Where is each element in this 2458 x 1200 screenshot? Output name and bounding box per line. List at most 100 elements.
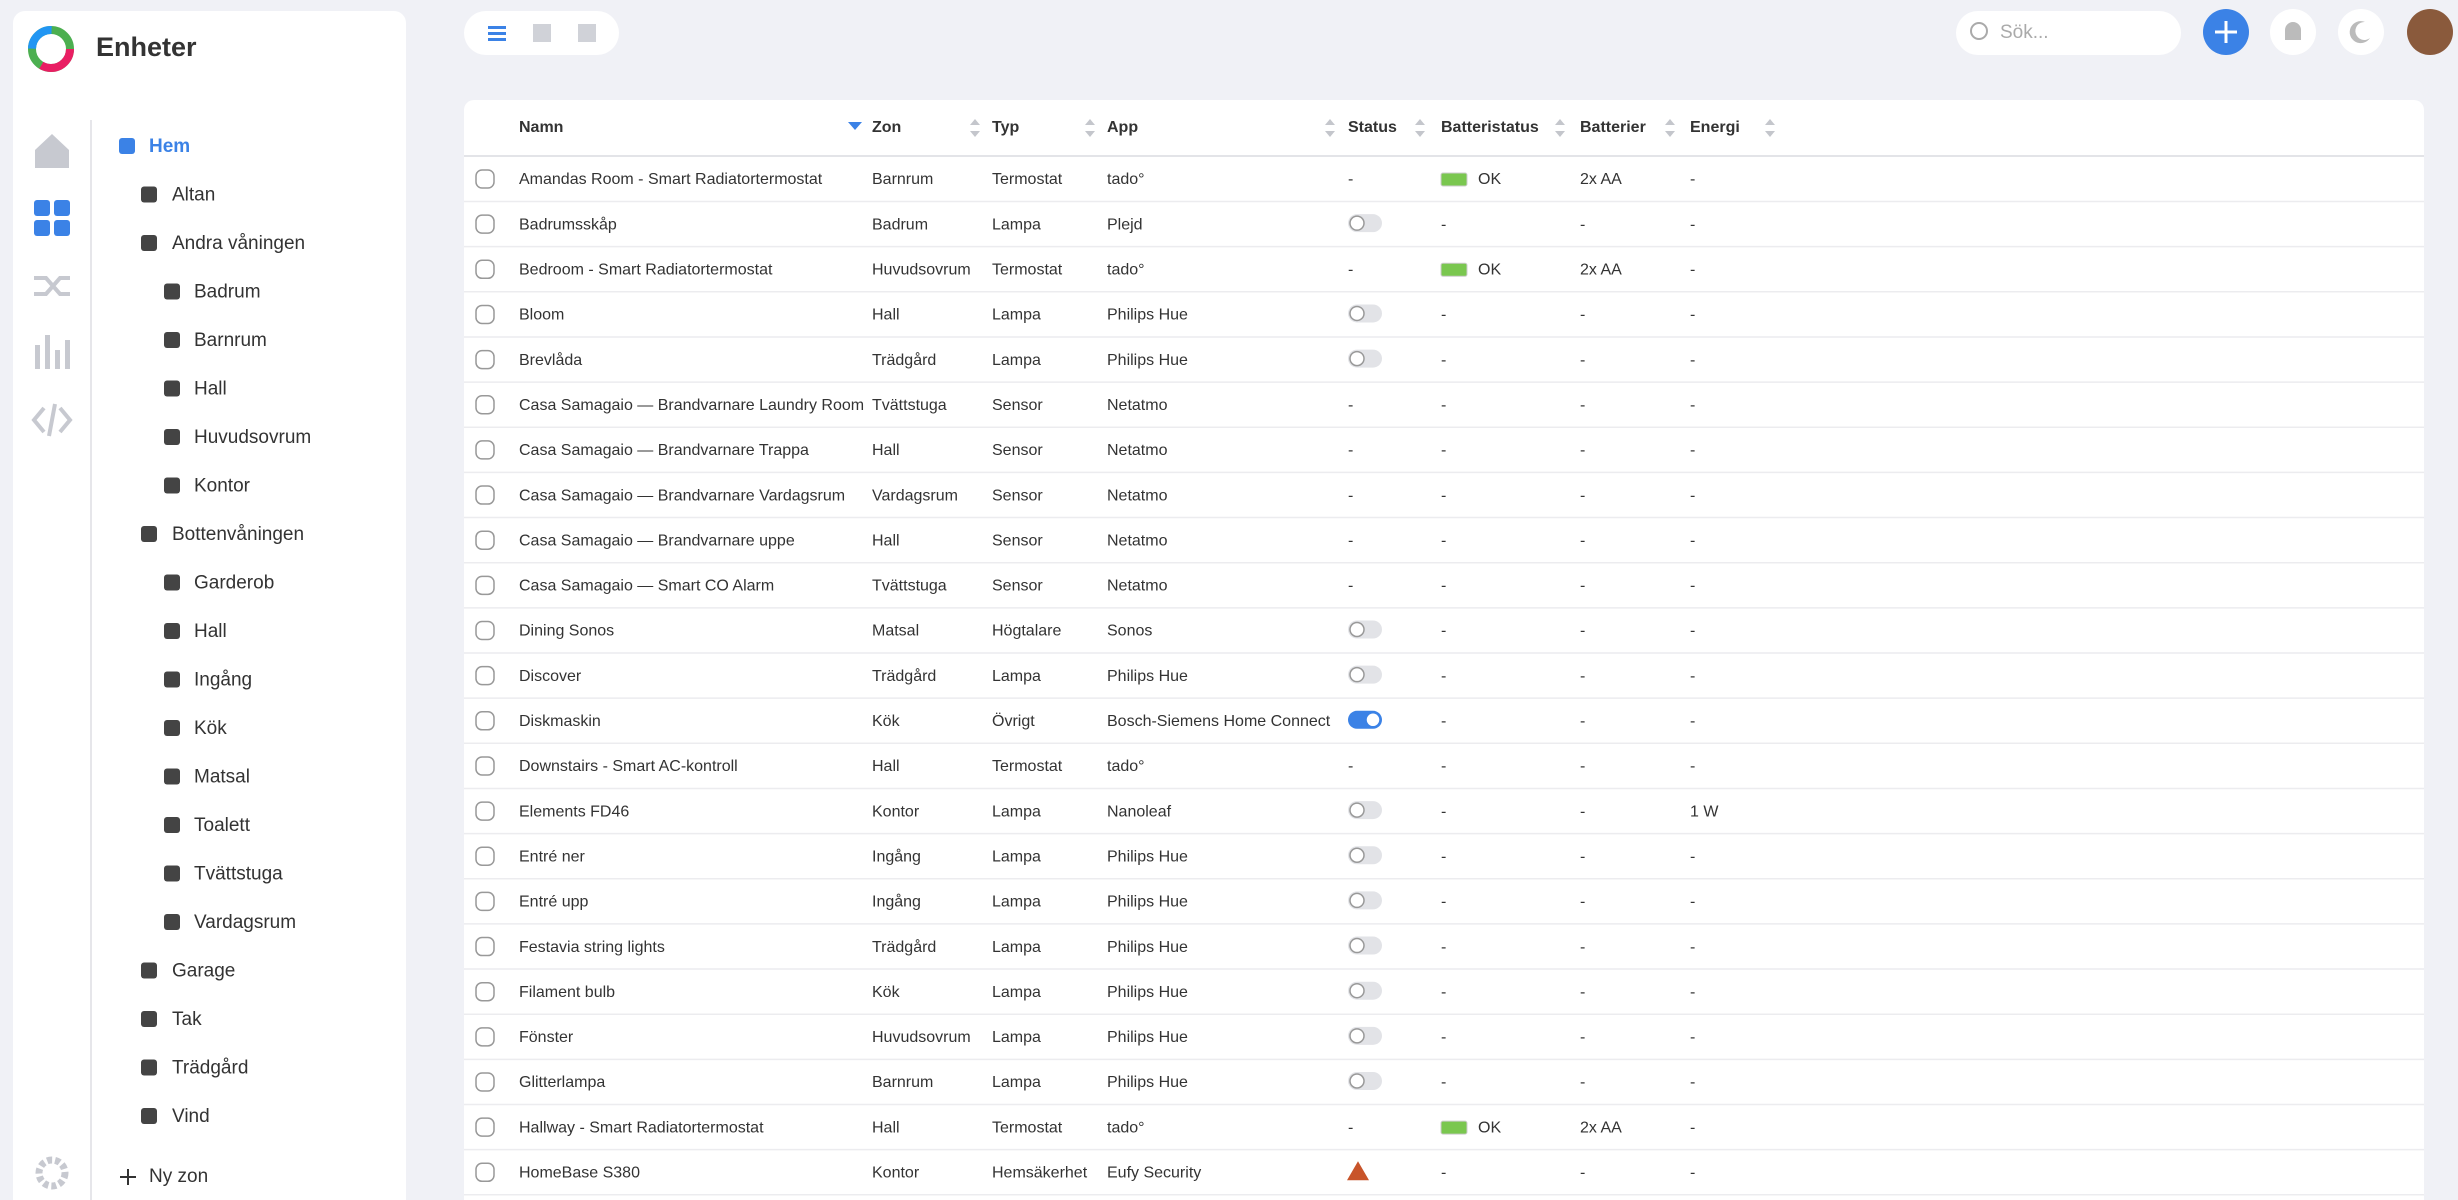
device-name[interactable]: Glitterlampa — [519, 1074, 605, 1091]
device-name[interactable]: Discover — [519, 668, 582, 685]
column-header[interactable]: Zon — [872, 119, 901, 136]
column-header[interactable]: Batterier — [1580, 119, 1646, 136]
device-name[interactable]: Entré ner — [519, 848, 585, 865]
theme-button[interactable] — [2338, 9, 2384, 55]
zone-item[interactable]: Toalett — [194, 815, 251, 836]
device-name[interactable]: Bedroom - Smart Radiatortermostat — [519, 262, 773, 279]
column-header[interactable]: Namn — [519, 119, 563, 136]
cell: - — [1441, 984, 1446, 1001]
nav-insights[interactable] — [35, 335, 70, 369]
device-name[interactable]: Casa Samagaio — Brandvarnare Trappa — [519, 442, 809, 459]
avatar[interactable] — [2407, 9, 2453, 55]
cell: Netatmo — [1107, 532, 1168, 549]
cell: Barnrum — [872, 1074, 933, 1091]
device-icon — [475, 711, 495, 731]
view-grid[interactable] — [533, 24, 551, 42]
cell: Ingång — [872, 847, 921, 865]
toggle-knob — [1365, 712, 1381, 728]
warning-icon — [1347, 1161, 1369, 1181]
device-name[interactable]: Filament bulb — [519, 984, 615, 1001]
nav-home[interactable] — [35, 134, 69, 168]
zone-item[interactable]: Bottenvåningen — [172, 524, 304, 545]
column-header[interactable]: App — [1107, 119, 1138, 136]
zone-item[interactable]: Ingång — [194, 670, 252, 691]
nav-devices[interactable] — [34, 200, 70, 236]
device-name[interactable]: Amandas Room - Smart Radiatortermostat — [519, 171, 823, 188]
cell: - — [1441, 939, 1446, 956]
zone-icon — [164, 817, 180, 833]
view-tiles[interactable] — [578, 24, 596, 42]
zone-item[interactable]: Kök — [194, 718, 227, 739]
cell: - — [1441, 803, 1446, 820]
toggle-knob — [1349, 847, 1365, 863]
device-name[interactable]: Casa Samagaio — Brandvarnare Laundry Roo… — [519, 397, 864, 414]
cell: - — [1441, 623, 1446, 640]
device-name[interactable]: Bloom — [519, 307, 564, 324]
zone-item[interactable]: Vind — [172, 1106, 210, 1127]
device-name[interactable]: Casa Samagaio — Smart CO Alarm — [519, 578, 774, 595]
zone-item[interactable]: Kontor — [194, 476, 251, 497]
cell: Övrigt — [992, 712, 1035, 730]
zone-item[interactable]: Badrum — [194, 282, 261, 303]
sort-active — [848, 122, 862, 130]
sort-icon — [1325, 119, 1335, 137]
column-header[interactable]: Energi — [1690, 119, 1740, 136]
cell: - — [1580, 442, 1585, 459]
zone-item[interactable]: Matsal — [194, 767, 250, 788]
device-name[interactable]: Fönster — [519, 1029, 574, 1046]
zone-item[interactable]: Vardagsrum — [194, 912, 296, 933]
toggle-knob — [1349, 802, 1365, 818]
device-icon — [475, 846, 495, 866]
device-name[interactable]: Hallway - Smart Radiatortermostat — [519, 1119, 764, 1136]
device-name[interactable]: Entré upp — [519, 894, 588, 911]
zone-item[interactable]: Tvättstuga — [194, 864, 283, 885]
zone-item[interactable]: Hall — [194, 379, 227, 400]
column-header[interactable]: Typ — [992, 119, 1019, 136]
zone-item[interactable]: Andra våningen — [172, 233, 305, 254]
device-name[interactable]: Festavia string lights — [519, 939, 665, 956]
sort-icon — [1415, 119, 1425, 137]
view-list[interactable] — [488, 26, 506, 41]
device-name[interactable]: Casa Samagaio — Brandvarnare uppe — [519, 532, 795, 549]
logo-part — [28, 26, 74, 72]
cell: Termostat — [992, 1119, 1063, 1136]
toggle-knob — [1349, 937, 1365, 954]
device-name[interactable]: Brevlåda — [519, 351, 582, 369]
cell: Lampa — [992, 1074, 1041, 1091]
cell: - — [1580, 1165, 1585, 1182]
nav-developer[interactable] — [31, 403, 73, 437]
zone-item[interactable]: Hem — [149, 136, 190, 157]
device-name[interactable]: Dining Sonos — [519, 623, 614, 640]
battery-icon — [1440, 172, 1468, 187]
device-name[interactable]: HomeBase S380 — [519, 1165, 640, 1182]
device-name[interactable]: Elements FD46 — [519, 803, 629, 820]
device-icon — [475, 1162, 495, 1183]
zone-item[interactable]: Barnrum — [194, 330, 267, 351]
search-placeholder: Sök... — [2000, 22, 2049, 43]
device-name[interactable]: Diskmaskin — [519, 713, 601, 730]
zone-item[interactable]: Altan — [172, 185, 215, 206]
search-box[interactable] — [1956, 11, 2181, 55]
column-header[interactable]: Status — [1348, 119, 1397, 136]
zone-item[interactable]: Tak — [172, 1009, 202, 1030]
new-zone[interactable]: Ny zon — [149, 1166, 208, 1187]
cell: Philips Hue — [1107, 894, 1188, 911]
cell: - — [1580, 578, 1585, 595]
zone-item[interactable]: Garage — [172, 961, 235, 982]
zone-item[interactable]: Garderob — [194, 573, 274, 594]
device-name[interactable]: Casa Samagaio — Brandvarnare Vardagsrum — [519, 487, 845, 504]
device-name[interactable]: Badrumsskåp — [519, 215, 617, 233]
device-icon — [475, 395, 495, 415]
cell: - — [1690, 532, 1695, 549]
column-header[interactable]: Batteristatus — [1441, 119, 1539, 136]
zone-item[interactable]: Trädgård — [172, 1058, 248, 1079]
nav-settings[interactable] — [35, 1156, 69, 1190]
device-name[interactable]: Downstairs - Smart AC-kontroll — [519, 758, 738, 775]
zone-item[interactable]: Hall — [194, 621, 227, 642]
zone-item[interactable]: Huvudsovrum — [194, 427, 311, 448]
cell: - — [1348, 487, 1353, 504]
nav-flows[interactable] — [34, 276, 70, 296]
toggle-knob — [1349, 350, 1365, 367]
device-table — [464, 100, 2424, 1200]
